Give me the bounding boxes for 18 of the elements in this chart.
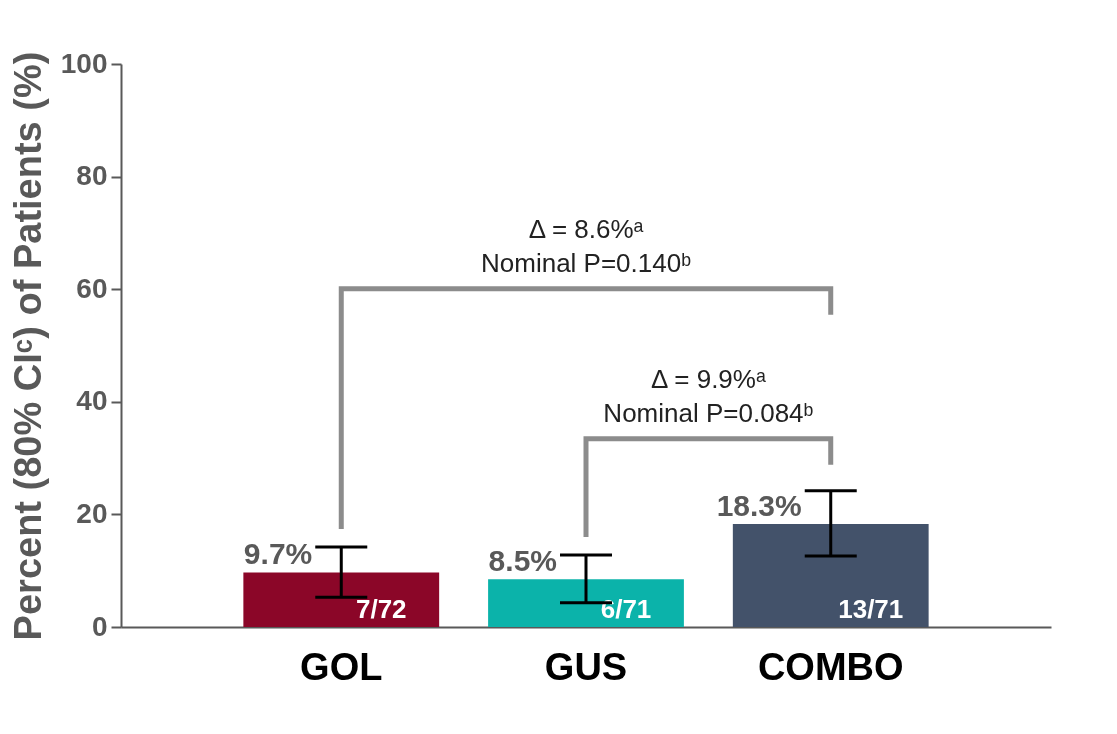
annotation: 13/71 [838, 594, 904, 624]
annotation: 7/72 [355, 594, 407, 624]
annotation: Δ = 9.9%ᵃ Nominal P=0.084ᵇ [603, 363, 814, 428]
y-tick-label: 80 [76, 160, 108, 192]
x-tick-label: COMBO [757, 645, 904, 688]
y-tick-label: 40 [76, 385, 108, 417]
y-tick-label: 20 [76, 497, 108, 529]
y-tick-label: 100 [60, 47, 108, 79]
y-tick-label: 60 [76, 272, 108, 304]
data-label: 8.5% [488, 544, 557, 578]
y-axis-title: Percent (80% CIᶜ) of Patients (%) [6, 51, 49, 641]
annotation: Δ = 8.6%ᵃ Nominal P=0.140ᵇ [481, 213, 692, 278]
data-label: 18.3% [716, 488, 802, 522]
data-label: 9.7% [243, 537, 313, 571]
y-tick-label: 0 [91, 610, 108, 642]
x-tick-label: GOL [300, 645, 383, 688]
annotation: 6/71 [600, 594, 652, 624]
x-tick-label: GUS [544, 645, 628, 688]
